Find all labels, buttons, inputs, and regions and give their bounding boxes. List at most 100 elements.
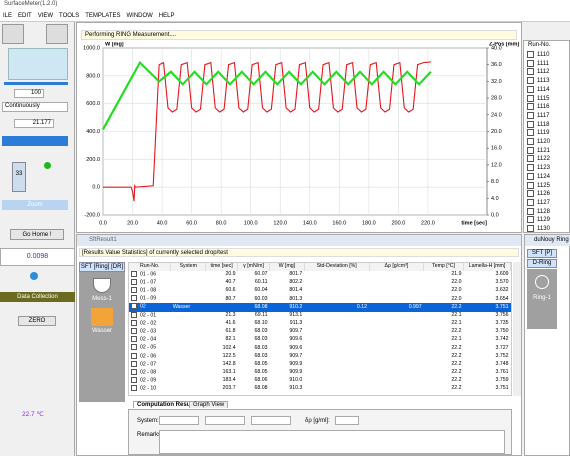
checkbox[interactable]	[527, 120, 534, 128]
checkbox[interactable]	[131, 319, 137, 326]
table-row[interactable]: 01 - 07 40.7 60.11 802.2 22.0 3.570	[129, 278, 511, 287]
menu-item[interactable]: VIEW	[37, 13, 54, 19]
tool-button[interactable]	[2, 24, 24, 44]
checkbox[interactable]	[527, 103, 534, 111]
x-tick-label: 20.0	[127, 220, 138, 226]
cell-text: 183.4	[222, 377, 236, 384]
table-cell: 02 - 09	[129, 377, 171, 385]
speed-field[interactable]: 100	[14, 89, 44, 98]
table-cell: 60.03	[238, 295, 270, 303]
table-row[interactable]: 01 - 06 20.9 60.07 801.7 21.9 3.609	[129, 270, 511, 279]
cell-text: 22.2	[451, 352, 462, 359]
menu-item[interactable]: TEMPLATES	[85, 13, 121, 19]
checkbox[interactable]	[527, 94, 534, 102]
checkbox[interactable]	[527, 51, 534, 58]
table-row[interactable]: 02 - 03 61.8 68.03 909.7 22.2 3.750	[129, 328, 511, 336]
checkbox[interactable]	[527, 207, 534, 215]
checkbox[interactable]	[527, 155, 534, 163]
system-field[interactable]	[251, 416, 291, 425]
checkbox[interactable]	[527, 225, 534, 232]
tab[interactable]: SFT [Ring] [DR]	[79, 262, 125, 272]
table-cell	[369, 287, 424, 295]
checkbox[interactable]	[527, 129, 534, 137]
table-cell	[304, 295, 369, 303]
checkbox[interactable]	[527, 68, 534, 76]
slider[interactable]	[4, 82, 68, 85]
position-field[interactable]: 21.177	[14, 119, 54, 128]
table-row[interactable]: 02 - 09 183.4 68.06 910.0 22.2 3.759	[129, 377, 511, 385]
cell-text: 60.04	[254, 287, 268, 294]
y-tick-label: -200.0	[84, 212, 100, 218]
checkbox[interactable]	[527, 172, 534, 180]
go-home-button[interactable]: Go Home !	[10, 229, 64, 240]
table-cell	[304, 336, 369, 344]
menu-item[interactable]: WINDOW	[126, 13, 153, 19]
table-row[interactable]: 02 - 06 122.5 68.03 909.7 22.2 3.752	[129, 352, 511, 361]
checkbox[interactable]	[131, 377, 137, 384]
tab[interactable]: SFT [P]	[527, 249, 557, 258]
checkbox[interactable]	[131, 303, 137, 310]
scrollbar[interactable]	[513, 262, 521, 396]
run-number: 1113	[537, 78, 550, 85]
menu-item[interactable]: ILE	[3, 13, 13, 19]
checkbox[interactable]	[131, 270, 137, 277]
y2-tick-label: 32.0	[491, 79, 502, 85]
table-row[interactable]: 02 - 04 82.1 68.03 909.6 22.1 3.742	[129, 336, 511, 344]
table-row[interactable]: 01 - 09 80.7 60.03 801.3 22.0 3.654	[129, 295, 511, 303]
checkbox[interactable]	[131, 311, 137, 318]
x-tick-label: 160.0	[332, 220, 346, 226]
zero-button[interactable]: ZERO	[18, 316, 56, 326]
checkbox[interactable]	[527, 59, 534, 67]
checkbox[interactable]	[131, 385, 137, 392]
checkbox[interactable]	[131, 328, 137, 334]
cell-text: 910.3	[289, 385, 303, 392]
table-row[interactable]: 02 - 08 163.1 68.05 909.9 22.2 3.761	[129, 368, 511, 377]
checkbox[interactable]	[131, 278, 137, 285]
table-row[interactable]: 02 - 02 41.6 68.10 911.3 22.1 3.735	[129, 319, 511, 328]
checkbox[interactable]	[131, 287, 137, 294]
checkbox[interactable]	[131, 344, 137, 351]
checkbox[interactable]	[131, 352, 137, 359]
y-tick-label: 200.0	[86, 157, 100, 163]
density-field[interactable]	[335, 416, 359, 425]
cell-text: 21.3	[225, 311, 236, 318]
mode-select[interactable]: Continuously	[2, 102, 68, 112]
menu-item[interactable]: TOOLS	[59, 13, 80, 19]
checkbox[interactable]	[131, 295, 137, 302]
remarks-field[interactable]	[159, 430, 505, 454]
checkbox[interactable]	[527, 181, 534, 189]
run-item: 1125	[527, 181, 550, 190]
zoom-button[interactable]: Zoom	[2, 200, 68, 210]
system-field[interactable]	[159, 416, 199, 425]
tool-button[interactable]	[46, 24, 68, 44]
tab[interactable]: D-Ring	[527, 259, 557, 268]
x-tick-label: 180.0	[362, 220, 376, 226]
table-row[interactable]: 02 - 01 21.3 69.11 913.1 22.1 3.756	[129, 311, 511, 320]
header-row: Run-No. System time [sec] γ [mN/m] W [mg] Std…	[129, 263, 511, 271]
checkbox[interactable]	[131, 360, 137, 367]
table-row[interactable]: 02 - 10 203.7 68.08 910.3 22.2 3.751	[129, 385, 511, 393]
checkbox[interactable]	[131, 336, 137, 343]
table-row[interactable]: 02 - 07 142.8 68.05 909.9 22.2 3.748	[129, 360, 511, 369]
checkbox[interactable]	[131, 368, 137, 375]
table-cell: 22.2	[424, 361, 464, 369]
checkbox[interactable]	[527, 216, 534, 224]
system-field[interactable]	[205, 416, 245, 425]
checkbox[interactable]	[527, 85, 534, 93]
data-collection-button[interactable]: Data Collection	[0, 292, 75, 302]
table-row[interactable]: 02 - 05 102.4 68.03 909.6 22.2 3.727	[129, 344, 511, 352]
table-cell: 69.11	[238, 312, 270, 320]
tab[interactable]: Graph View	[189, 401, 229, 408]
checkbox[interactable]	[527, 111, 534, 119]
table-row[interactable]: 01 - 08 60.6 60.04 801.4 22.0 3.632	[129, 287, 511, 295]
checkbox[interactable]	[527, 164, 534, 172]
checkbox[interactable]	[527, 190, 534, 198]
checkbox[interactable]	[527, 138, 534, 145]
menu-item[interactable]: EDIT	[18, 13, 32, 19]
menu-item[interactable]: HELP	[158, 13, 175, 19]
checkbox[interactable]	[527, 198, 534, 206]
checkbox[interactable]	[527, 77, 534, 85]
cell-text: 02 - 01	[140, 312, 157, 319]
table-row[interactable]: 02 Wasser 68.08 910.2 0.12 0.997 22.2 3.751	[129, 303, 511, 312]
checkbox[interactable]	[527, 146, 534, 154]
